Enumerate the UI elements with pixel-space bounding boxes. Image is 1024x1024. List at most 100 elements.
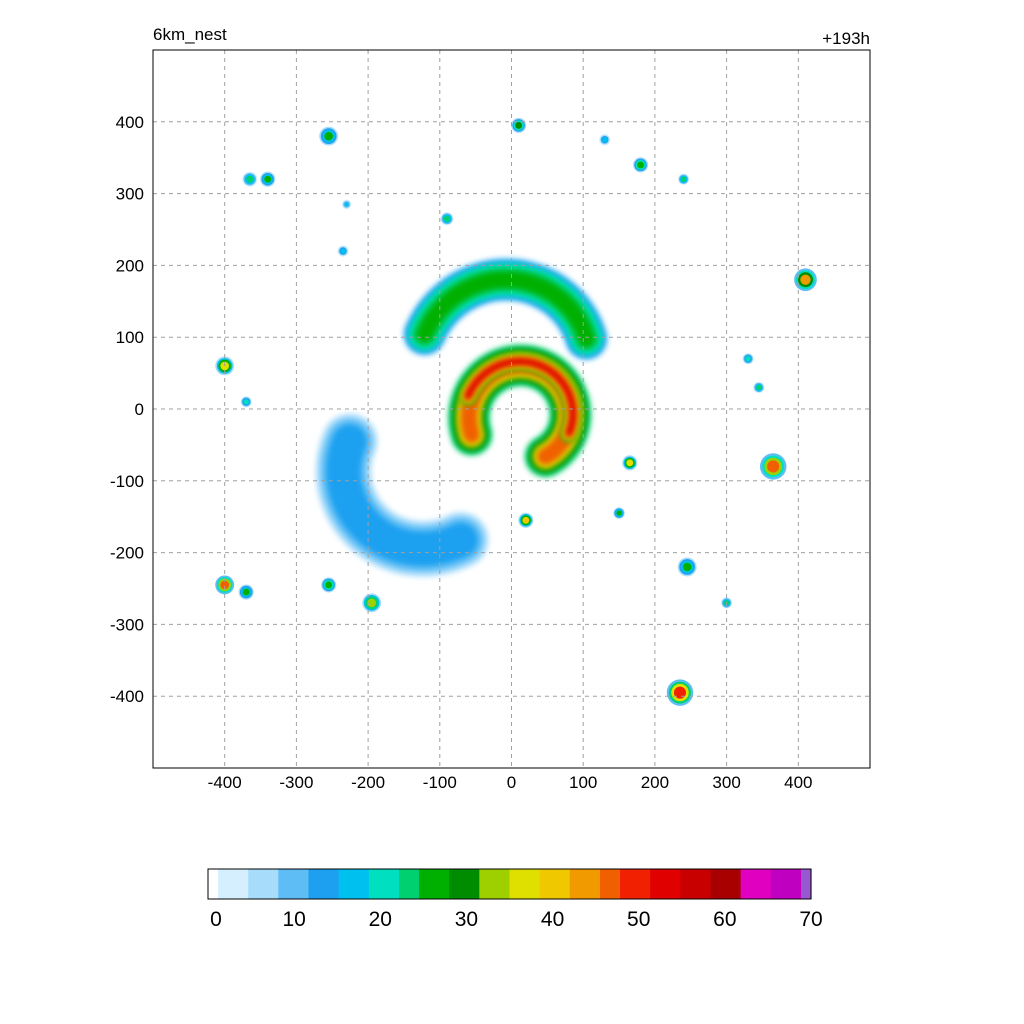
colorbar-swatch bbox=[770, 869, 782, 899]
colorbar-swatch bbox=[650, 869, 661, 899]
echo-cell bbox=[243, 399, 249, 405]
echo-cell bbox=[242, 588, 250, 596]
x-tick-label: -100 bbox=[423, 773, 457, 792]
y-tick-label: -400 bbox=[110, 687, 144, 706]
echo-cell bbox=[324, 131, 333, 141]
colorbar-swatch bbox=[790, 869, 802, 899]
y-axis: -400 -300 -200 -100 0 100 200 300 400 bbox=[110, 113, 144, 706]
colorbar-swatch bbox=[549, 869, 561, 899]
colorbar-swatch bbox=[579, 869, 591, 899]
colorbar-swatch bbox=[720, 869, 732, 899]
echo-cell bbox=[340, 248, 346, 254]
y-tick-label: -300 bbox=[110, 615, 144, 634]
y-tick-label: 100 bbox=[116, 328, 144, 347]
colorbar-swatch bbox=[740, 869, 752, 899]
colorbar-swatch bbox=[278, 869, 289, 899]
y-tick-label: -200 bbox=[110, 544, 144, 563]
x-tick-label: -400 bbox=[208, 773, 242, 792]
colorbar-swatch bbox=[318, 869, 330, 899]
colorbar-tick-label: 20 bbox=[369, 908, 392, 931]
echo-cell bbox=[756, 384, 762, 391]
echo-cell bbox=[800, 274, 811, 285]
grid-lines bbox=[153, 50, 870, 768]
colorbar-swatch bbox=[258, 869, 269, 899]
colorbar-swatch bbox=[368, 869, 380, 899]
colorbar-swatch bbox=[499, 869, 511, 899]
echo-cell bbox=[616, 510, 622, 516]
colorbar-swatch bbox=[670, 869, 681, 899]
colorbar-swatch bbox=[640, 869, 651, 899]
colorbar-swatch bbox=[348, 869, 360, 899]
colorbar-swatch bbox=[620, 869, 631, 899]
colorbar-tick-label: 30 bbox=[455, 908, 478, 931]
echo-cell bbox=[325, 581, 333, 589]
x-tick-label: -200 bbox=[351, 773, 385, 792]
x-tick-label: 300 bbox=[712, 773, 740, 792]
colorbar-tick-label: 40 bbox=[541, 908, 564, 931]
colorbar-swatch bbox=[378, 869, 390, 899]
x-tick-label: -300 bbox=[279, 773, 313, 792]
colorbar-swatch bbox=[238, 869, 249, 899]
colorbar-swatch bbox=[268, 869, 279, 899]
colorbar-swatch bbox=[228, 869, 239, 899]
colorbar-swatch bbox=[599, 869, 611, 899]
echo-cell bbox=[522, 516, 530, 524]
echo-cell bbox=[673, 686, 687, 699]
colorbar-swatch bbox=[730, 869, 742, 899]
colorbar-swatch bbox=[208, 869, 219, 899]
colorbar-swatch bbox=[218, 869, 229, 899]
colorbar-tick-label: 0 bbox=[210, 908, 222, 931]
colorbar-labels: 0 10 20 30 40 50 60 70 bbox=[210, 908, 823, 931]
colorbar-swatch bbox=[248, 869, 259, 899]
colorbar-swatch bbox=[328, 869, 340, 899]
colorbar-swatch bbox=[539, 869, 551, 899]
colorbar-swatch bbox=[288, 869, 300, 899]
colorbar-swatch bbox=[479, 869, 490, 899]
colorbar-swatch bbox=[660, 869, 671, 899]
colorbar-swatch bbox=[610, 869, 621, 899]
echo-cell bbox=[220, 580, 230, 590]
y-tick-label: 0 bbox=[135, 400, 144, 419]
echo-cell bbox=[626, 459, 634, 467]
spiral-band bbox=[416, 270, 595, 348]
spiral-band bbox=[332, 430, 473, 561]
colorbar-swatch bbox=[439, 869, 450, 899]
colorbar-swatch bbox=[710, 869, 722, 899]
colorbar-swatch bbox=[559, 869, 571, 899]
colorbar-tick-label: 10 bbox=[282, 908, 305, 931]
colorbar-swatch bbox=[630, 869, 641, 899]
colorbar-swatch bbox=[700, 869, 712, 899]
colorbar-swatch bbox=[338, 869, 350, 899]
echo-cell bbox=[602, 137, 608, 143]
y-tick-label: 200 bbox=[116, 256, 144, 275]
echo-cell bbox=[767, 460, 780, 473]
colorbar-swatch bbox=[519, 869, 531, 899]
colorbar bbox=[207, 868, 812, 900]
echo-cell bbox=[680, 176, 687, 182]
colorbar-swatch bbox=[388, 869, 400, 899]
echo-cell bbox=[443, 215, 450, 222]
title-right: +193h bbox=[822, 29, 870, 48]
colorbar-swatch bbox=[398, 869, 410, 899]
x-tick-label: 200 bbox=[641, 773, 669, 792]
colorbar-swatch bbox=[429, 869, 440, 899]
colorbar-swatch bbox=[589, 869, 601, 899]
colorbar-swatch bbox=[750, 869, 762, 899]
colorbar-swatch bbox=[469, 869, 480, 899]
x-tick-label: 400 bbox=[784, 773, 812, 792]
echo-cell bbox=[264, 175, 272, 183]
colorbar-swatch bbox=[800, 869, 812, 899]
colorbar-swatch bbox=[449, 869, 460, 899]
colorbar-swatch bbox=[419, 869, 430, 899]
echo-cell bbox=[344, 202, 349, 207]
colorbar-swatch bbox=[298, 869, 310, 899]
colorbar-swatch bbox=[459, 869, 470, 899]
echo-cell bbox=[246, 175, 254, 183]
colorbar-swatch bbox=[358, 869, 370, 899]
echo-cell bbox=[515, 121, 523, 129]
colorbar-frame bbox=[207, 868, 812, 900]
x-tick-label: 100 bbox=[569, 773, 597, 792]
echo-cell bbox=[367, 598, 376, 608]
colorbar-swatch bbox=[760, 869, 772, 899]
x-axis: -400 -300 -200 -100 0 100 200 300 400 bbox=[208, 773, 813, 792]
